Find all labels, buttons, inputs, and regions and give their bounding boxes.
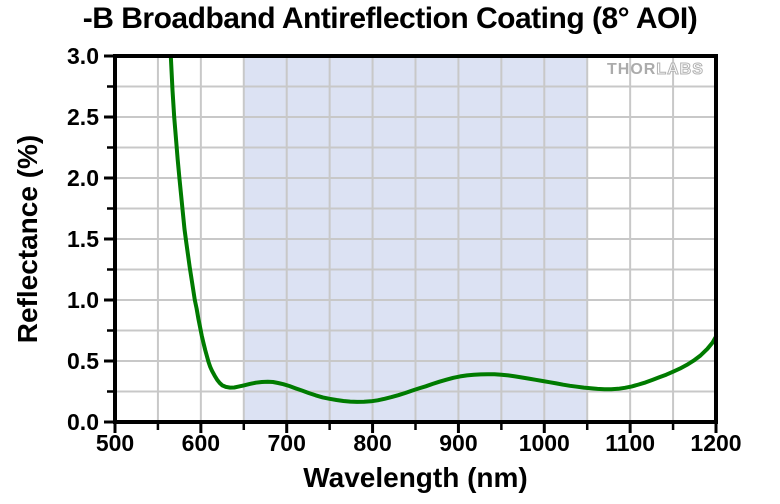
y-tick-label: 2.0 <box>67 165 99 191</box>
x-tick-label: 600 <box>182 430 220 456</box>
y-tick-label: 2.5 <box>67 104 99 130</box>
x-tick-label: 1200 <box>690 430 741 456</box>
y-tick-label: 3.0 <box>67 43 99 69</box>
x-tick-label: 900 <box>439 430 477 456</box>
watermark-text-outline: LABS <box>656 61 704 79</box>
reflectance-curve <box>168 54 718 404</box>
x-axis-label: Wavelength (nm) <box>303 462 528 493</box>
x-tick-label: 800 <box>353 430 391 456</box>
watermark-text-solid: THOR <box>607 61 657 78</box>
y-tick-label: 1.0 <box>67 287 99 313</box>
chart-title: -B Broadband Antireflection Coating (8° … <box>82 2 698 35</box>
y-tick-label: 1.5 <box>67 226 99 252</box>
x-tick-label: 1000 <box>519 430 570 456</box>
plot-frame <box>113 54 718 424</box>
x-tick-label: 700 <box>268 430 306 456</box>
thorlabs-watermark: THORLABS <box>607 61 704 79</box>
x-tick-label: 1100 <box>605 430 655 456</box>
x-tick-label: 500 <box>96 430 134 456</box>
y-tick-label: 0.5 <box>67 348 99 374</box>
y-axis-label: Reflectance (%) <box>12 134 43 344</box>
y-tick-label: 0.0 <box>67 409 99 435</box>
